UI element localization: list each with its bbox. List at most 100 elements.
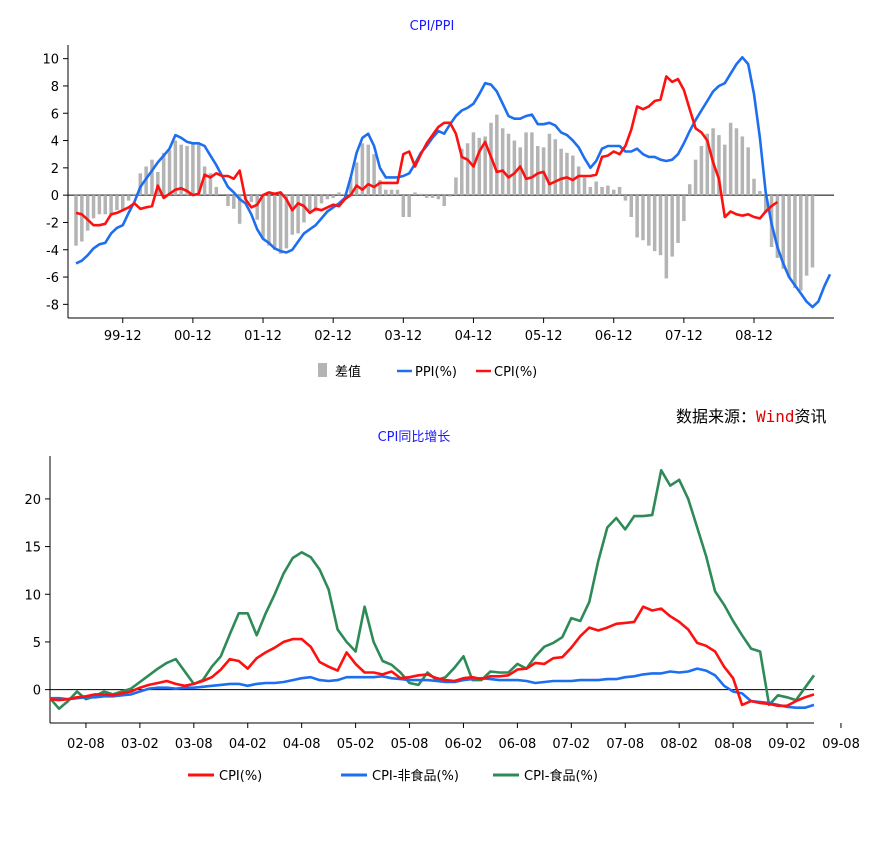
- chart1-lines: [75, 55, 832, 309]
- chart1-diff-bar: [793, 195, 797, 288]
- chart1-diff-bar: [682, 195, 686, 222]
- chart1-diff-bar: [799, 195, 803, 291]
- chart1-xtick-label: 05-12: [525, 329, 563, 344]
- chart1-diff-bar: [395, 189, 400, 196]
- chart1-diff-bar: [740, 136, 745, 196]
- chart1-diff-bar: [571, 155, 575, 196]
- chart2-nonfood-line: [50, 667, 815, 710]
- chart1-diff-bar: [500, 128, 505, 196]
- chart1-diff-bar: [460, 148, 464, 196]
- chart1-diff-bar: [617, 186, 622, 196]
- chart2-ytick-label: 5: [33, 636, 41, 651]
- chart1-diff-bar: [448, 195, 452, 197]
- chart1-diff-bar: [495, 114, 499, 196]
- chart1-diff-bar: [687, 184, 692, 196]
- chart1-diff-bar: [366, 144, 371, 196]
- chart1-diff-bar: [752, 178, 756, 196]
- chart1-diff-bar: [664, 195, 669, 279]
- chart1-diff-bar: [652, 195, 657, 252]
- chart1-diff-bar: [723, 144, 727, 196]
- chart1-diff-bar: [535, 146, 540, 196]
- chart1-diff-bar: [676, 195, 680, 243]
- chart1-diff-bar: [606, 185, 610, 196]
- chart1-diff-bar: [378, 180, 382, 196]
- chart1-diff-bar: [594, 181, 598, 196]
- chart1-diff-bar: [173, 140, 178, 196]
- chart1-diff-bar: [419, 193, 423, 196]
- legend2-nonfood-label: CPI-非食品(%): [372, 768, 459, 784]
- chart1-diff-bar: [325, 195, 330, 200]
- chart2-ytick-label: 15: [24, 541, 41, 556]
- chart1-diff-bar: [641, 195, 645, 241]
- chart1-diff-bar: [553, 139, 558, 196]
- chart1-xtick-label: 03-12: [384, 329, 422, 344]
- chart1-diff-bar: [272, 195, 277, 250]
- chart1-diff-bar: [337, 192, 341, 196]
- chart1-diff-bar: [559, 148, 563, 196]
- chart1-diff-bar: [226, 195, 230, 207]
- chart2-lines: [49, 468, 816, 711]
- chart1-diff-bar: [658, 195, 663, 256]
- chart2-xtick-label: 08-02: [660, 737, 698, 752]
- chart1-diff-bar: [746, 147, 750, 196]
- chart1-diff-bar: [91, 195, 96, 219]
- chart1-diff-bar: [80, 195, 84, 242]
- chart1-diff-bar: [267, 195, 271, 246]
- chart1-diff-bar: [319, 195, 324, 204]
- source-suffix: 资讯: [794, 407, 827, 426]
- chart1-diff-bar: [255, 195, 259, 220]
- chart2-ticks: 0 5 10 15 20 02-08 03-02 03-08 04-02 04-08 05-02 05…: [24, 493, 859, 752]
- chart1-xtick-label: 07-12: [665, 329, 703, 344]
- chart1-diff-bar: [600, 186, 604, 196]
- chart1-ytick-label: 10: [42, 53, 59, 68]
- chart1-diff-bar: [313, 195, 318, 212]
- chart2-xtick-label: 07-02: [552, 737, 590, 752]
- chart1-diff-bar: [331, 195, 335, 198]
- chart1-diff-bar: [167, 150, 172, 196]
- chart1-diff-bar: [121, 195, 125, 211]
- chart1-ytick-label: 6: [51, 107, 59, 122]
- chart1-diff-bar: [401, 195, 406, 217]
- chart1-diff-bar: [734, 128, 739, 196]
- chart2-xtick-label: 07-08: [606, 737, 644, 752]
- chart1-ytick-label: -2: [46, 216, 59, 231]
- chart1-diff-bar: [348, 177, 353, 196]
- chart1-ytick-label: -6: [46, 271, 59, 286]
- chart1-diff-bar: [185, 146, 189, 196]
- chart2-xtick-label: 09-08: [822, 737, 860, 752]
- chart1-diff-bar: [424, 195, 429, 198]
- chart1-diff-bar: [483, 136, 487, 196]
- chart1-diff-bar: [249, 195, 254, 202]
- chart1-diff-bar: [530, 132, 534, 196]
- chart1-diff-bars: [74, 114, 815, 291]
- chart2-xtick-label: 03-08: [175, 737, 213, 752]
- chart2-xtick-label: 04-02: [229, 737, 267, 752]
- chart1-diff-bar: [384, 189, 388, 196]
- chart1-diff-bar: [103, 195, 107, 215]
- chart1-diff-bar: [518, 147, 522, 196]
- data-source-note: 数据来源：Wind资讯: [676, 403, 827, 427]
- chart1-legend: 差值 PPI(%) CPI(%): [318, 363, 537, 380]
- legend-cpi-label: CPI(%): [494, 365, 537, 380]
- chart1-diff-bar: [302, 195, 306, 223]
- chart1-diff-bar: [85, 195, 90, 231]
- chart1-ytick-label: -8: [46, 298, 59, 313]
- chart1-diff-bar: [115, 195, 119, 211]
- chart1-diff-bar: [565, 152, 569, 196]
- chart1-diff-bar: [372, 154, 376, 196]
- chart1-diff-bar: [477, 137, 482, 196]
- chart1-diff-bar: [781, 195, 785, 269]
- chart1-diff-bar: [413, 192, 417, 196]
- chart1-diff-bar: [670, 195, 674, 257]
- chart1-diff-bar: [623, 195, 628, 201]
- chart1-diff-bar: [97, 195, 102, 215]
- legend-diff-label: 差值: [335, 364, 361, 380]
- chart1-title: CPI/PPI: [410, 19, 455, 34]
- chart1-diff-bar: [179, 144, 183, 196]
- chart1-diff-bar: [547, 133, 552, 196]
- chart2-xtick-label: 09-02: [768, 737, 806, 752]
- chart2-ytick-label: 0: [33, 684, 41, 699]
- chart1-ppi-line: [75, 55, 832, 309]
- chart2-xtick-label: 03-02: [121, 737, 159, 752]
